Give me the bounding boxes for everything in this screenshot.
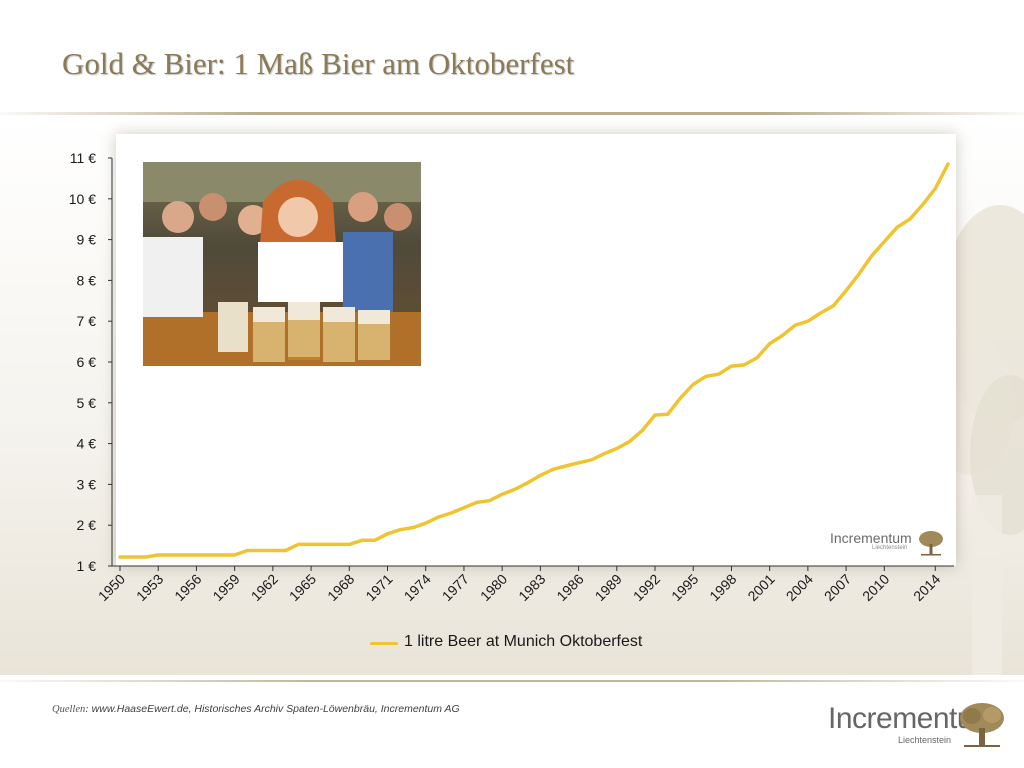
watermark-brand-subtitle: Liechtenstein [872,545,908,551]
oak-tree-icon [919,531,943,556]
series-line-beer-price [118,162,950,559]
brand-logo: Incrementum Liechtenstein [828,702,1008,750]
oktoberfest-photo-icon [143,162,421,366]
brand-subtitle: Liechtenstein [898,735,952,745]
chart-watermark: Incrementum Liechtenstein [830,530,950,558]
sources-label: Quellen: [52,704,89,715]
legend-label: 1 litre Beer at Munich Oktoberfest [404,633,643,650]
footer-divider [0,680,1024,682]
title-divider [0,112,1024,115]
sources-note: Quellen: www.HaaseEwert.de, Historisches… [52,703,460,715]
oak-tree-icon [960,703,1004,747]
sources-text: www.HaaseEwert.de, Historisches Archiv S… [91,703,460,715]
legend-swatch [370,642,398,645]
slide-title: Gold & Bier: 1 Maß Bier am Oktoberfest [62,46,575,81]
line-chart [118,162,950,559]
oktoberfest-photo [143,162,421,366]
watermark-brand-name: Incrementum [830,530,912,546]
